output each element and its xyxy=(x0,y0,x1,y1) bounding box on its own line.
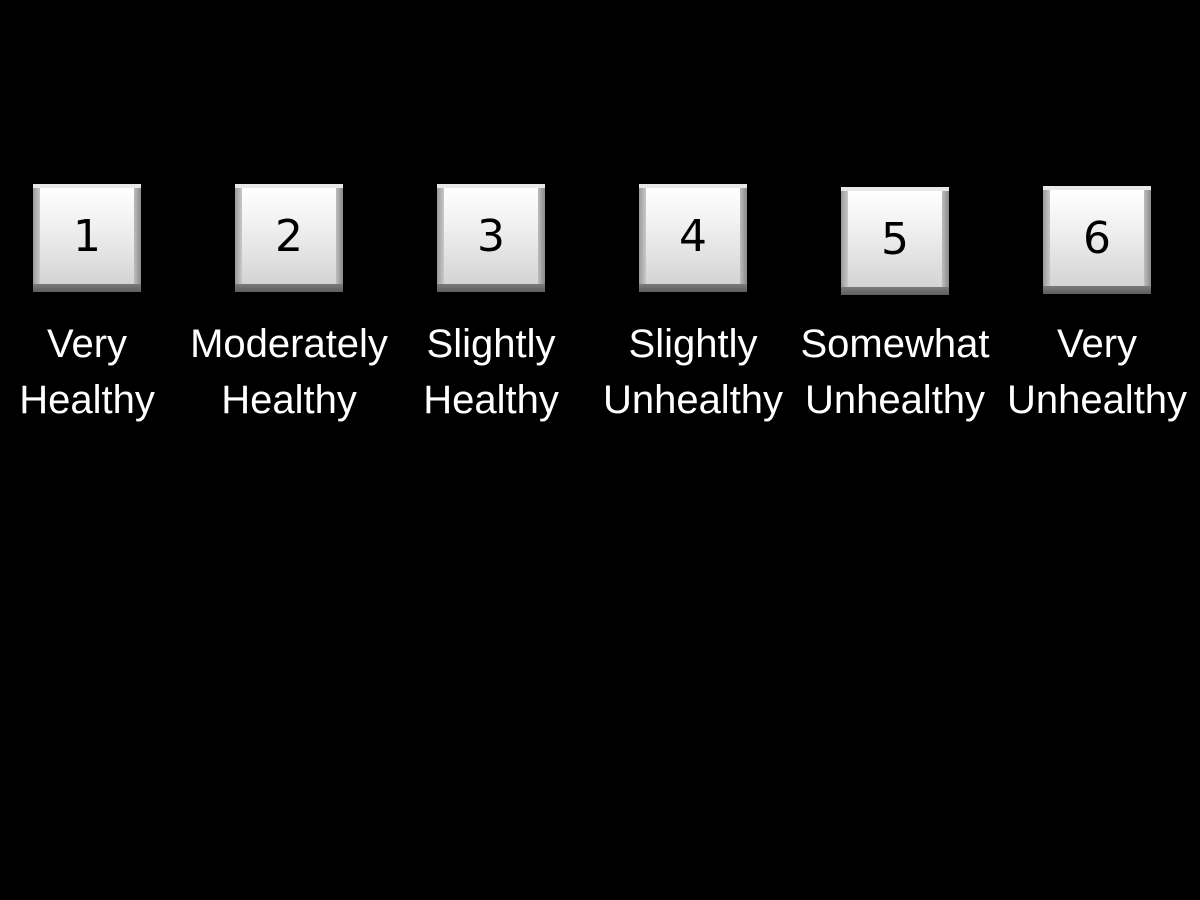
rating-label-1-line1: Very xyxy=(46,322,128,366)
key-1-button[interactable]: 1 xyxy=(33,184,141,292)
key-4-button[interactable]: 4 xyxy=(639,184,747,292)
rating-label-5: Somewhat Unhealthy xyxy=(775,316,1015,428)
key-6-button[interactable]: 6 xyxy=(1043,186,1151,294)
rating-label-3-line1: Slightly xyxy=(426,322,556,366)
key-5-number: 5 xyxy=(848,191,942,287)
rating-option-3: 3 Slightly Healthy xyxy=(391,0,591,440)
rating-label-2-line1: Moderately xyxy=(190,322,388,366)
key-2-number: 2 xyxy=(242,188,336,284)
rating-label-3: Slightly Healthy xyxy=(371,316,611,428)
rating-label-3-line2: Healthy xyxy=(423,378,559,422)
rating-label-1: Very Healthy xyxy=(0,316,207,428)
key-4-number: 4 xyxy=(646,188,740,284)
key-2-button[interactable]: 2 xyxy=(235,184,343,292)
rating-label-1-line2: Healthy xyxy=(19,378,155,422)
key-6-number: 6 xyxy=(1050,190,1144,286)
rating-label-6: Very Unhealthy xyxy=(977,316,1200,428)
key-1-number: 1 xyxy=(40,188,134,284)
key-5-button[interactable]: 5 xyxy=(841,187,949,295)
rating-label-4-line2: Unhealthy xyxy=(602,378,784,422)
rating-label-2-line2: Healthy xyxy=(221,378,357,422)
rating-label-2: Moderately Healthy xyxy=(169,316,409,428)
rating-option-6: 6 Very Unhealthy xyxy=(997,0,1197,440)
rating-label-6-line2: Unhealthy xyxy=(1006,378,1188,422)
rating-label-4-line1: Slightly xyxy=(628,322,758,366)
rating-label-5-line1: Somewhat xyxy=(800,322,990,366)
rating-option-5: 5 Somewhat Unhealthy xyxy=(795,0,995,440)
rating-option-1: 1 Very Healthy xyxy=(0,0,187,440)
rating-option-2: 2 Moderately Healthy xyxy=(189,0,389,440)
rating-label-6-line1: Very xyxy=(1056,322,1138,366)
key-3-number: 3 xyxy=(444,188,538,284)
key-3-button[interactable]: 3 xyxy=(437,184,545,292)
rating-label-4: Slightly Unhealthy xyxy=(573,316,813,428)
rating-label-5-line2: Unhealthy xyxy=(804,378,986,422)
rating-option-4: 4 Slightly Unhealthy xyxy=(593,0,793,440)
